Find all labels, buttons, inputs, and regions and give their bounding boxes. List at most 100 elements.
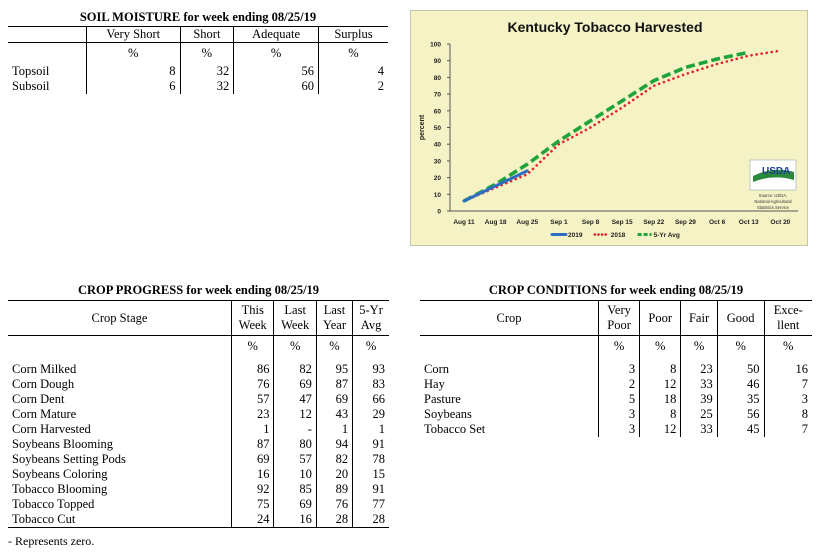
progress-col-header-line: This: [241, 303, 264, 317]
x-tick-label: Oct 6: [709, 219, 726, 226]
progress-unit-cell: %: [230, 335, 274, 362]
progress-value-cell: 69: [315, 392, 353, 407]
progress-row-label: Corn Harvested: [12, 422, 91, 436]
progress-value-cell: 91: [352, 437, 389, 452]
progress-value-cell: 69: [273, 377, 317, 392]
conditions-row: Soybeans 3 8 25 56 8: [420, 407, 812, 422]
x-tick-label: Sep 15: [612, 219, 633, 226]
progress-col-header-line: Last: [323, 303, 346, 317]
progress-value-cell: 93: [352, 362, 389, 377]
progress-value-cell: 16: [230, 467, 274, 482]
y-tick-label: 40: [434, 142, 442, 149]
progress-value-cell: 29: [352, 407, 389, 422]
soil-value-cell: 32: [179, 79, 234, 94]
y-tick-label: 50: [434, 125, 442, 132]
progress-units-blank: [8, 336, 232, 363]
progress-row: Soybeans Setting Pods 69 57 82 78: [8, 452, 389, 467]
series-line-5-yr-avg: [463, 50, 750, 203]
conditions-value-cell: 33: [680, 377, 718, 392]
progress-value-cell: 28: [352, 512, 389, 528]
soil-value-cell: 8: [86, 64, 181, 79]
conditions-value-cell: 12: [639, 422, 681, 437]
x-tick-label: Sep 29: [675, 219, 696, 226]
progress-row-label: Tobacco Cut: [12, 512, 76, 526]
y-tick-label: 10: [434, 192, 442, 199]
conditions-row: Tobacco Set 3 12 33 45 7: [420, 422, 812, 437]
conditions-value-cell: 2: [597, 377, 640, 392]
progress-value-cell: 47: [273, 392, 317, 407]
conditions-value-cell: 16: [763, 362, 812, 377]
progress-col-header: Last Week: [273, 300, 317, 336]
progress-value-cell: 12: [273, 407, 317, 422]
progress-value-cell: 89: [315, 482, 353, 497]
conditions-value-cell: 46: [716, 377, 765, 392]
soil-col-header: Surplus: [317, 26, 388, 43]
progress-value-cell: 57: [230, 392, 274, 407]
conditions-col-header: Poor: [639, 300, 681, 336]
x-tick-label: Oct 13: [739, 219, 759, 226]
conditions-col-header-line: Fair: [688, 310, 710, 325]
chart-background: [410, 10, 808, 246]
progress-value-cell: 87: [315, 377, 353, 392]
soil-unit-cell: %: [233, 42, 319, 64]
crop-header: Crop: [496, 310, 522, 325]
progress-value-cell: 1: [315, 422, 353, 437]
conditions-col-header-line: llent: [777, 318, 800, 332]
progress-col-header: 5-Yr Avg: [352, 300, 389, 336]
crop-conditions-table: Crop Very Poor Poor Fair Good Exce-llent %%%%%…: [420, 300, 812, 437]
soil-value-cell: 32: [179, 64, 234, 79]
conditions-units-row: %%%%%: [420, 335, 812, 362]
progress-value-cell: 85: [273, 482, 317, 497]
conditions-value-cell: 35: [716, 392, 765, 407]
series-line-2019: [462, 169, 529, 203]
progress-row: Tobacco Blooming 92 85 89 91: [8, 482, 389, 497]
progress-value-cell: 15: [352, 467, 389, 482]
y-tick-label: 60: [434, 108, 442, 115]
progress-unit-cell: %: [352, 335, 389, 362]
conditions-value-cell: 8: [763, 407, 812, 422]
x-tick-label: Aug 25: [516, 219, 538, 226]
conditions-unit-cell: %: [680, 335, 718, 362]
progress-value-cell: 86: [230, 362, 274, 377]
tobacco-harvested-chart: Kentucky Tobacco Harvested 0 10 20 30 40 50 60 7…: [410, 10, 808, 246]
conditions-col-header-line: Poor: [648, 310, 673, 325]
progress-value-cell: 95: [315, 362, 353, 377]
progress-value-cell: 66: [352, 392, 389, 407]
progress-value-cell: 1: [230, 422, 274, 437]
progress-value-cell: 24: [230, 512, 274, 528]
progress-value-cell: 78: [352, 452, 389, 467]
conditions-col-header: Very Poor: [597, 300, 640, 336]
conditions-value-cell: 23: [680, 362, 718, 377]
conditions-value-cell: 56: [716, 407, 765, 422]
progress-row-label: Corn Dent: [12, 392, 65, 406]
soil-col-header: Short: [179, 26, 234, 43]
chart-source-line: Source: USDA,: [759, 193, 787, 198]
conditions-col-header: Fair: [680, 300, 718, 336]
conditions-row: Pasture 5 18 39 35 3: [420, 392, 812, 407]
progress-col-header: Last Year: [315, 300, 353, 336]
y-tick-label: 70: [434, 92, 442, 99]
progress-unit-cell: %: [315, 335, 353, 362]
progress-value-cell: 94: [315, 437, 353, 452]
progress-row: Corn Dough 76 69 87 83: [8, 377, 389, 392]
soil-value-cell: 2: [317, 79, 388, 94]
progress-value-cell: 92: [230, 482, 274, 497]
progress-value-cell: 57: [273, 452, 317, 467]
soil-row-label: Topsoil: [12, 64, 50, 78]
conditions-value-cell: 8: [639, 362, 681, 377]
progress-row-label: Tobacco Topped: [12, 497, 95, 511]
conditions-unit-cell: %: [597, 335, 640, 362]
crop-progress-footnote: - Represents zero.: [8, 534, 95, 548]
progress-value-cell: 20: [315, 467, 353, 482]
crop-conditions-section: CROP CONDITIONS for week ending 08/25/19…: [420, 283, 812, 437]
series-line-2018: [462, 49, 782, 203]
progress-value-cell: 87: [230, 437, 274, 452]
soil-row: Topsoil 8 32 56 4: [8, 64, 388, 79]
progress-row-label: Soybeans Setting Pods: [12, 452, 126, 466]
conditions-unit-cell: %: [639, 335, 681, 362]
chart-canvas: Kentucky Tobacco Harvested 0 10 20 30 40 50 60 7…: [410, 10, 808, 246]
soil-unit-cell: %: [179, 42, 234, 64]
conditions-value-cell: 45: [716, 422, 765, 437]
conditions-unit-cell: %: [763, 335, 812, 362]
soil-row: Subsoil 6 32 60 2: [8, 79, 388, 94]
